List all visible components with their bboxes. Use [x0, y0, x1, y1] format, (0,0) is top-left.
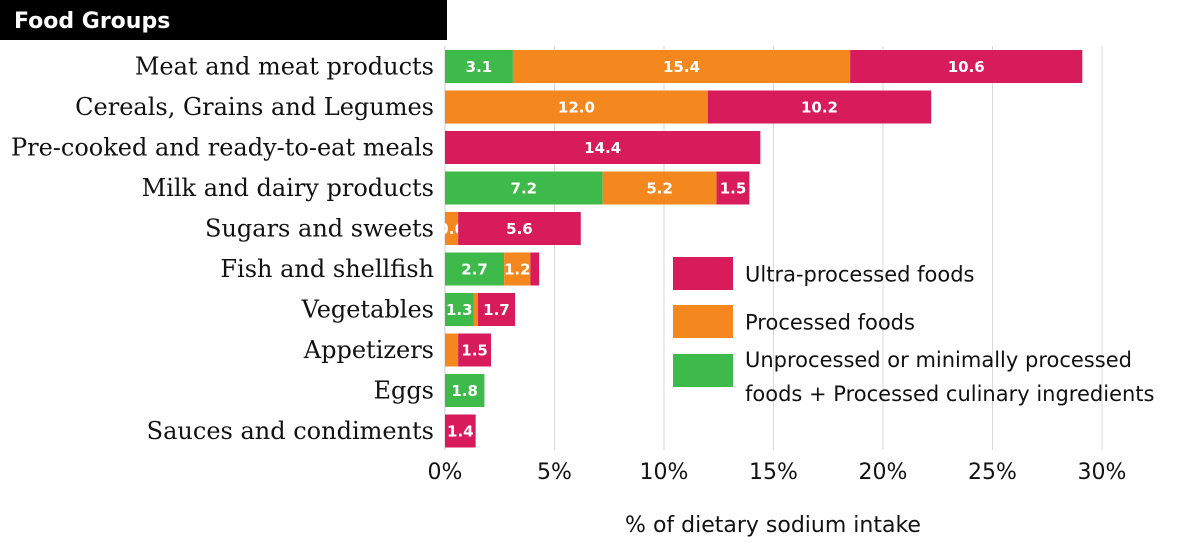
legend-label: foods + Processed culinary ingredients [745, 382, 1154, 406]
legend-label: Processed foods [745, 311, 915, 335]
bar-segment [445, 212, 459, 245]
data-label: 1.2 [504, 261, 531, 279]
x-tick-label: 10% [640, 460, 689, 485]
category-label: Meat and meat products [135, 53, 434, 81]
x-tick-label: 0% [428, 460, 463, 485]
category-label: Sauces and condiments [147, 417, 434, 445]
legend-swatch [673, 354, 733, 387]
category-label: Pre-cooked and ready-to-eat meals [11, 134, 434, 162]
bar-segment [707, 90, 932, 124]
bar-segment [850, 50, 1083, 83]
category-label: Sugars and sweets [205, 215, 434, 243]
bar-segment [445, 171, 603, 205]
bar-segment [445, 414, 476, 448]
x-axis-title: % of dietary sodium intake [625, 513, 921, 538]
bar-segment [530, 252, 540, 286]
data-label: 14.4 [584, 139, 621, 157]
bar-segment [458, 333, 491, 367]
bar-segment [445, 333, 459, 367]
x-tick-label: 5% [537, 460, 572, 485]
bar-segment [473, 293, 478, 326]
x-tick-label: 30% [1078, 460, 1127, 485]
x-tick-label: 25% [968, 460, 1017, 485]
chart-header: Food Groups [0, 0, 447, 40]
data-label: 1.8 [451, 382, 478, 400]
bar-segment [602, 171, 717, 205]
header-bar [0, 0, 447, 40]
bar-segment [504, 252, 531, 286]
category-labels: Meat and meat products Cereals, Grains an… [11, 53, 434, 446]
data-label: 7.2 [511, 180, 538, 198]
legend-swatch [673, 257, 733, 290]
x-tick-label: 20% [859, 460, 908, 485]
category-label: Cereals, Grains and Legumes [75, 93, 434, 121]
category-label: Appetizers [303, 336, 434, 364]
category-label: Eggs [373, 377, 434, 405]
data-label: 10.6 [948, 58, 985, 76]
bar-segment [512, 50, 851, 83]
bar-segment [445, 131, 761, 164]
legend-swatch [673, 305, 733, 338]
bars: 3.1 15.4 10.612.0 10.214.47.2 5.2 1.50.6 5.62.… [438, 50, 1083, 448]
data-label: 10.2 [801, 99, 838, 117]
bar-segment [445, 374, 485, 407]
data-label: 1.7 [483, 301, 510, 319]
x-tick-label: 15% [749, 460, 798, 485]
category-label: Milk and dairy products [142, 174, 434, 202]
legend-label: Unprocessed or minimally processed [745, 348, 1132, 372]
data-label: 12.0 [558, 99, 595, 117]
category-label: Fish and shellfish [220, 255, 434, 283]
data-label: 5.2 [646, 180, 673, 198]
legend-label: Ultra-processed foods [745, 263, 975, 287]
data-label: 2.7 [461, 261, 488, 279]
data-label: 1.3 [446, 301, 473, 319]
data-label: 3.1 [466, 58, 493, 76]
bar-segment [445, 90, 708, 124]
bar-segment [445, 293, 474, 326]
bar-segment [716, 171, 750, 205]
bar-segment [445, 50, 513, 83]
bar-segment [445, 252, 505, 286]
data-label: 5.6 [506, 220, 533, 238]
data-label: 15.4 [663, 58, 700, 76]
category-label: Vegetables [301, 296, 434, 324]
bar-segment [477, 293, 516, 326]
x-axis-ticks: 0% 5% 10% 15% 20% 25% 30% [428, 460, 1127, 485]
data-label: 1.5 [461, 342, 488, 360]
header-title: Food Groups [14, 9, 170, 34]
data-label: 1.5 [720, 180, 747, 198]
data-label: 1.4 [447, 423, 474, 441]
legend: Ultra-processed foods Processed foods Unpr… [673, 257, 1154, 406]
bar-segment [458, 212, 581, 245]
